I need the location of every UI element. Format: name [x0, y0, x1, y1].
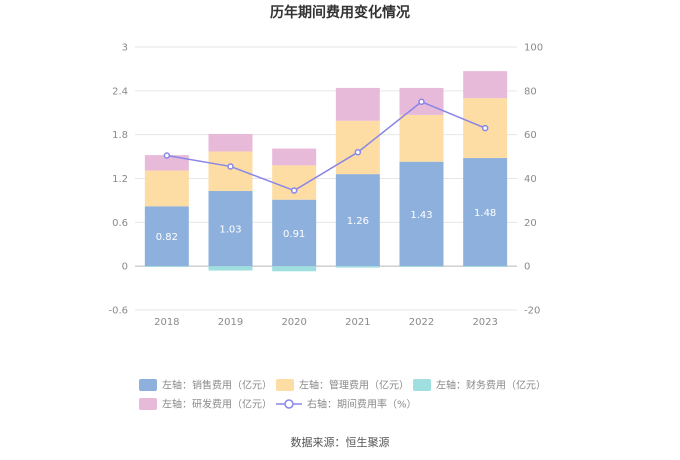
legend-swatch-icon: [139, 398, 157, 410]
left-tick-label: 1.8: [112, 130, 128, 141]
bar-segment: [208, 266, 253, 271]
bar-segment: [272, 148, 317, 166]
right-tick-label: 100: [524, 43, 543, 54]
rate-point: [354, 148, 362, 156]
bar-segment: [208, 133, 253, 152]
rate-point: [227, 163, 234, 170]
rate-point: [163, 152, 171, 159]
left-tick-label: 2.4: [112, 86, 128, 97]
legend-label: 左轴：财务费用（亿元）: [436, 379, 546, 392]
x-axis-ticks: 2018 2019 2020 2021 2022 2023: [154, 317, 498, 328]
bar-segment: [399, 161, 444, 267]
x-tick-label: 2019: [218, 317, 243, 328]
bar-segment: [272, 266, 317, 272]
left-tick-label: -0.6: [108, 306, 128, 317]
bar-segment: [208, 151, 253, 191]
bar-segment: [208, 190, 253, 267]
x-tick-label: 2021: [345, 317, 370, 328]
right-tick-label: 20: [524, 218, 537, 229]
rate-line: [166, 100, 486, 192]
source-note: 数据来源：恒生聚源: [291, 435, 390, 449]
x-tick-label: 2022: [409, 317, 434, 328]
rate-point: [290, 187, 298, 194]
bar-segment: [144, 155, 189, 171]
right-tick-label: 60: [524, 130, 537, 141]
bar-value-label: 1.43: [410, 210, 432, 221]
left-tick-label: 3: [122, 43, 128, 54]
bar-segment: [335, 87, 380, 121]
bar-value-label: 0.82: [156, 232, 178, 243]
x-tick-label: 2020: [281, 317, 306, 328]
legend-swatch-icon: [276, 379, 294, 391]
rate-point: [418, 98, 425, 106]
right-tick-label: 0: [524, 262, 530, 273]
legend-label: 左轴：销售费用（亿元）: [162, 379, 272, 392]
left-tick-label: 0: [122, 262, 128, 273]
bar-segment: [144, 170, 189, 207]
legend-label: 右轴：期间费用率（%）: [307, 398, 417, 411]
bar-value-label: 1.48: [474, 208, 496, 219]
legend-label: 左轴：管理费用（亿元）: [299, 379, 409, 392]
legend-swatch-icon: [139, 379, 157, 391]
right-axis-ticks: 100 80 60 40 20 0 -20: [524, 43, 543, 317]
x-tick-label: 2018: [154, 317, 179, 328]
bar-segment: [335, 120, 380, 175]
legend-marker-icon: [284, 399, 294, 409]
bar-series: [144, 71, 508, 272]
x-tick-label: 2023: [472, 317, 497, 328]
legend-swatch-icon: [413, 379, 431, 391]
bar-segment: [463, 266, 508, 267]
bar-segment: [399, 266, 444, 267]
grid-lines: [135, 46, 517, 311]
bar-segment: [399, 114, 444, 162]
left-tick-label: 1.2: [112, 174, 128, 185]
bar-segment: [144, 206, 189, 267]
legend-label: 左轴：研发费用（亿元）: [162, 398, 272, 411]
left-axis-ticks: 3 2.4 1.8 1.2 0.6 0 -0.6: [108, 43, 128, 317]
bar-segment: [335, 174, 380, 267]
bar-segment: [463, 71, 508, 99]
left-tick-label: 0.6: [112, 218, 128, 229]
bar-value-label: 1.03: [219, 225, 241, 236]
bar-segment: [463, 158, 508, 267]
bar-value-label: 0.91: [283, 229, 305, 240]
rate-line-series: [163, 98, 489, 194]
bar-value-label: 1.26: [347, 216, 369, 227]
bar-segment: [272, 199, 317, 267]
right-tick-label: -20: [524, 306, 540, 317]
bar-segment: [144, 266, 189, 267]
chart-title: 历年期间费用变化情况: [270, 4, 410, 21]
legend: 左轴：销售费用（亿元） 左轴：管理费用（亿元） 左轴：财务费用（亿元） 左轴：研发费用…: [139, 379, 546, 411]
right-tick-label: 40: [524, 174, 537, 185]
rate-point: [481, 124, 489, 132]
bar-segment: [335, 266, 380, 268]
bar-data-labels: 0.82 1.03 0.91 1.26 1.43 1.48: [156, 208, 497, 243]
right-tick-label: 80: [524, 86, 537, 97]
bar-segment: [272, 165, 317, 200]
